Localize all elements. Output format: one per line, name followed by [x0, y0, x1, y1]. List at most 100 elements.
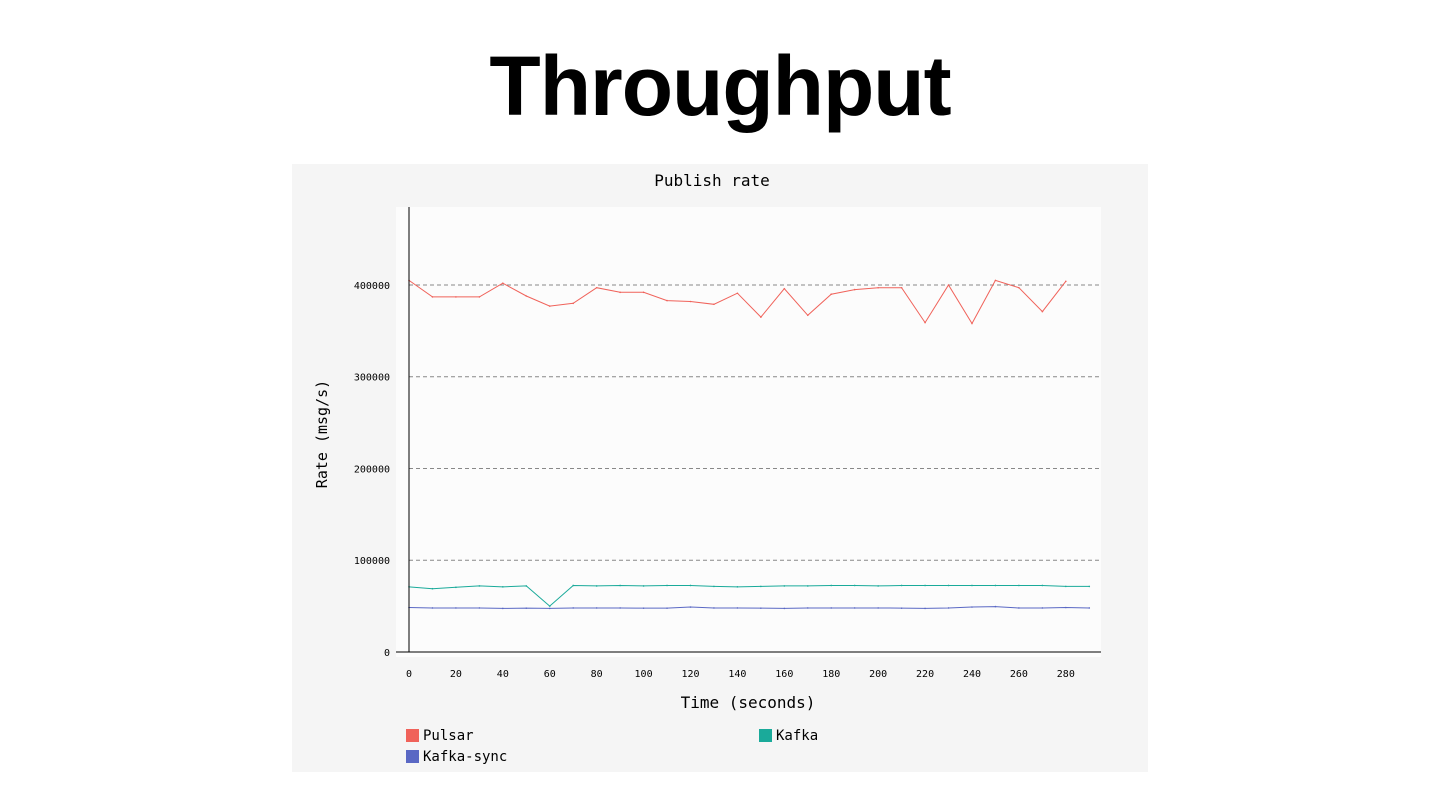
- data-point: [572, 584, 575, 587]
- series-line-kafka-sync: [408, 606, 1090, 609]
- data-point: [502, 282, 504, 284]
- legend-swatch: [406, 729, 419, 742]
- legend: Pulsar Kafka Kafka-sync: [406, 728, 818, 765]
- data-point: [971, 606, 973, 608]
- legend-label: Kafka: [776, 728, 818, 744]
- data-point: [877, 585, 879, 587]
- y-tick-label: 0: [384, 648, 390, 659]
- data-point: [1041, 310, 1044, 313]
- x-tick-label: 60: [544, 669, 556, 680]
- tick-labels: 0 100000 200000 300000 400000 0 20 40 60 80 100 120…: [354, 281, 1075, 680]
- data-point: [1065, 585, 1067, 588]
- data-point: [783, 287, 786, 290]
- x-tick-label: 140: [728, 669, 746, 680]
- data-point: [736, 607, 739, 609]
- data-point: [478, 607, 481, 609]
- x-tick-label: 80: [591, 669, 603, 680]
- data-point: [1065, 606, 1067, 609]
- data-point: [736, 586, 739, 588]
- y-tick-label: 400000: [354, 281, 390, 292]
- data-point: [947, 284, 950, 286]
- series-lines: [408, 279, 1091, 610]
- data-point: [642, 585, 645, 587]
- data-point: [1088, 607, 1091, 609]
- data-point: [642, 291, 645, 294]
- data-point: [689, 606, 692, 608]
- data-point: [619, 291, 621, 294]
- data-point: [595, 607, 598, 609]
- data-point: [760, 316, 762, 318]
- data-point: [853, 607, 856, 609]
- data-point: [783, 607, 786, 610]
- data-point: [971, 322, 973, 325]
- x-tick-label: 220: [916, 669, 934, 680]
- data-point: [525, 585, 528, 587]
- data-point: [853, 584, 856, 587]
- data-point: [666, 584, 668, 587]
- data-point: [830, 607, 833, 609]
- data-point: [548, 607, 551, 610]
- data-point: [900, 286, 903, 289]
- data-point: [689, 300, 692, 303]
- y-tick-label: 100000: [354, 556, 390, 567]
- data-point: [853, 288, 856, 291]
- x-tick-label: 40: [497, 669, 509, 680]
- data-point: [431, 607, 434, 609]
- legend-label: Kafka-sync: [423, 749, 507, 765]
- data-point: [713, 585, 715, 588]
- data-point: [760, 607, 762, 609]
- x-tick-label: 180: [822, 669, 840, 680]
- data-point: [525, 295, 528, 297]
- data-point: [1018, 286, 1020, 289]
- data-point: [642, 607, 645, 609]
- data-point: [1065, 280, 1067, 283]
- data-point: [431, 587, 434, 590]
- x-tick-label: 120: [681, 669, 699, 680]
- grid-lines: [409, 284, 1101, 561]
- x-tick-label: 200: [869, 669, 887, 680]
- data-point: [548, 605, 551, 607]
- data-point: [1018, 607, 1020, 609]
- data-point: [1018, 584, 1020, 587]
- legend-label: Pulsar: [423, 728, 474, 744]
- data-point: [548, 305, 551, 307]
- data-point: [947, 584, 950, 587]
- data-point: [478, 296, 481, 298]
- data-point: [736, 292, 739, 295]
- data-point: [572, 607, 575, 609]
- data-point: [455, 586, 457, 589]
- data-point: [877, 286, 879, 289]
- data-point: [689, 584, 692, 587]
- x-tick-label: 20: [450, 669, 462, 680]
- chart-title: Publish rate: [654, 171, 770, 190]
- data-point: [619, 584, 621, 587]
- data-point: [783, 585, 786, 587]
- data-point: [595, 286, 598, 289]
- data-point: [806, 607, 809, 609]
- data-point: [994, 584, 997, 587]
- chart-panel: Publish rate Rate (msg/s) Time (seconds)…: [292, 164, 1148, 772]
- data-point: [994, 279, 997, 282]
- data-point: [830, 584, 833, 587]
- data-point: [595, 585, 598, 587]
- x-tick-label: 0: [406, 669, 412, 680]
- data-point: [924, 607, 926, 610]
- axes: [396, 207, 1101, 653]
- data-point: [806, 585, 809, 587]
- x-tick-label: 280: [1057, 669, 1075, 680]
- legend-swatch: [759, 729, 772, 742]
- x-tick-label: 240: [963, 669, 981, 680]
- data-point: [924, 321, 926, 324]
- data-point: [455, 607, 457, 609]
- slide-title: Throughput: [489, 39, 951, 133]
- data-point: [830, 293, 833, 295]
- legend-swatch: [406, 750, 419, 763]
- data-point: [502, 607, 504, 610]
- data-point: [924, 584, 926, 587]
- y-tick-label: 300000: [354, 373, 390, 384]
- x-tick-label: 100: [635, 669, 653, 680]
- data-point: [431, 296, 434, 298]
- x-tick-label: 260: [1010, 669, 1028, 680]
- data-point: [666, 299, 668, 302]
- publish-rate-chart: Publish rate Rate (msg/s) Time (seconds)…: [313, 171, 1101, 765]
